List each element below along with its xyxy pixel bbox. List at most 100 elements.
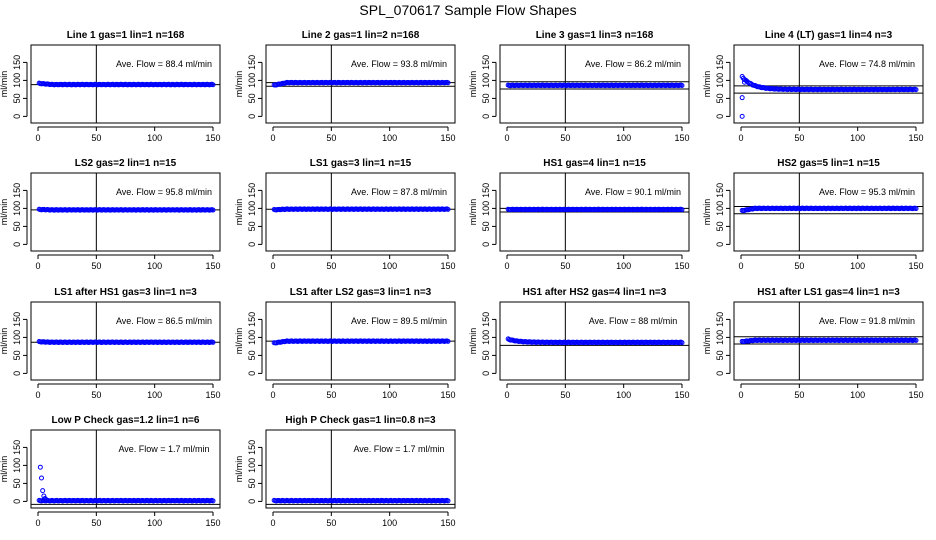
panel-12-x-tick-label-0: 0	[738, 390, 743, 400]
panel-12-points	[739, 337, 919, 345]
panel-3-y-tick-label-3: 150	[481, 55, 491, 70]
panel-4-plot-frame	[733, 44, 924, 124]
panel-4-y-tick-label-1: 50	[715, 93, 725, 103]
panel-1-annotation: Ave. Flow = 88.4 ml/min	[116, 59, 212, 69]
panel-1-ylabel: ml/min	[0, 71, 9, 98]
panel-12-annotation: Ave. Flow = 91.8 ml/min	[819, 316, 915, 326]
panel-6-y-tick-label-3: 150	[247, 183, 257, 198]
panel-7-annotation: Ave. Flow = 90.1 ml/min	[585, 187, 681, 197]
panel-7-point-149	[679, 207, 685, 213]
panel-3-annotation: Ave. Flow = 86.2 ml/min	[585, 59, 681, 69]
panel-6-y-tick-label-1: 50	[247, 221, 257, 231]
panel-1-point-149	[210, 82, 216, 88]
panel-2-title: Line 2 gas=1 lin=2 n=168	[302, 30, 420, 41]
panel-12-y-tick-label-1: 50	[715, 350, 725, 360]
panel-6-x-tick-label-1: 50	[326, 261, 336, 271]
panel-8-x-tick-label-0: 0	[738, 261, 743, 271]
panel-6-y-tick-label-2: 100	[247, 201, 257, 216]
panel-5-point-149	[210, 207, 216, 213]
panel-10-y-tick-label-3: 150	[247, 312, 257, 327]
panel-3-y-tick-label-0: 0	[481, 114, 491, 119]
panel-2-ylabel: ml/min	[234, 71, 244, 98]
panel-13-point-152	[40, 488, 46, 494]
panel-2-y-tick-label-3: 150	[247, 55, 257, 70]
panel-4-point-152	[742, 79, 747, 85]
panel-3-point-149	[679, 83, 685, 89]
panel-7-x-tick-label-1: 50	[560, 261, 570, 271]
panel-1-x-tick-label-3: 150	[205, 133, 220, 143]
panel-6-x-tick-label-0: 0	[270, 261, 275, 271]
panel-6-annotation: Ave. Flow = 87.8 ml/min	[351, 187, 447, 197]
panel-2-x-tick-label-0: 0	[270, 133, 275, 143]
panel-12-x-tick-label-3: 150	[908, 390, 923, 400]
chart-panel-2: Line 2 gas=1 lin=2 n=168 Ave. Flow = 93.8…	[234, 30, 456, 143]
panel-11-x-tick-label-3: 150	[674, 390, 689, 400]
panel-13-ylabel: ml/min	[0, 456, 9, 483]
panel-9-y-tick-label-2: 100	[12, 330, 22, 345]
panel-4-x-tick-label-0: 0	[738, 133, 743, 143]
panel-5-x-tick-label-3: 150	[205, 261, 220, 271]
panel-12-x-tick-label-1: 50	[794, 390, 804, 400]
panel-4-annotation: Ave. Flow = 74.8 ml/min	[819, 59, 915, 69]
chart-panel-13: Low P Check gas=1.2 lin=1 n=6 Ave. Flow =…	[0, 415, 221, 528]
panel-10-x-tick-label-2: 100	[382, 390, 397, 400]
panel-10-x-tick-label-0: 0	[270, 390, 275, 400]
panel-5-y-tick-label-1: 50	[12, 221, 22, 231]
panel-7-title: HS1 gas=4 lin=1 n=15	[543, 158, 646, 169]
panel-9-plot-frame	[30, 301, 221, 381]
panel-13-y-tick-label-0: 0	[12, 499, 22, 504]
panel-9-y-tick-label-0: 0	[12, 371, 22, 376]
panel-13-point-154	[42, 496, 48, 502]
panel-5-y-tick-label-2: 100	[12, 201, 22, 216]
panel-5-y-tick-label-3: 150	[12, 183, 22, 198]
panel-10-annotation: Ave. Flow = 89.5 ml/min	[351, 316, 447, 326]
panel-13-title: Low P Check gas=1.2 lin=1 n=6	[52, 415, 200, 426]
panel-8-points	[739, 205, 919, 214]
panel-6-point-149	[445, 206, 451, 212]
panel-12-ylabel: ml/min	[702, 328, 712, 355]
panel-2-points	[271, 79, 451, 88]
panel-12-title: HS1 after LS1 gas=4 lin=1 n=3	[757, 287, 900, 298]
panel-9-x-tick-label-2: 100	[147, 390, 162, 400]
panel-13-annotation: Ave. Flow = 1.7 ml/min	[118, 444, 209, 454]
panel-9-ylabel: ml/min	[0, 328, 9, 355]
panel-5-title: LS2 gas=2 lin=1 n=15	[75, 158, 177, 169]
panel-4-points	[739, 74, 919, 119]
panel-10-title: LS1 after LS2 gas=3 lin=1 n=3	[290, 287, 432, 298]
panel-8-y-tick-label-1: 50	[715, 221, 725, 231]
panel-8-y-tick-label-3: 150	[715, 183, 725, 198]
panel-4-point-150	[739, 113, 745, 119]
panel-10-y-tick-label-0: 0	[247, 371, 257, 376]
panel-13-point-151	[39, 475, 44, 481]
panel-14-plot-frame	[265, 429, 456, 509]
panel-7-x-tick-label-3: 150	[674, 261, 689, 271]
panel-5-points	[36, 206, 216, 213]
panel-3-y-tick-label-2: 100	[481, 73, 491, 88]
panel-1-x-tick-label-1: 50	[91, 133, 101, 143]
chart-panel-11: HS1 after HS2 gas=4 lin=1 n=3 Ave. Flow =…	[468, 287, 690, 400]
panel-10-x-tick-label-1: 50	[326, 390, 336, 400]
panel-2-x-tick-label-2: 100	[382, 133, 397, 143]
panel-7-y-tick-label-3: 150	[481, 183, 491, 198]
panel-13-point-155	[43, 497, 49, 503]
panel-14-y-tick-label-3: 150	[247, 440, 257, 455]
panel-14-x-tick-label-1: 50	[326, 518, 336, 528]
panel-12-plot-frame	[733, 301, 924, 381]
panel-8-ylabel: ml/min	[702, 199, 712, 226]
panel-2-x-tick-label-3: 150	[440, 133, 455, 143]
panel-14-x-tick-label-0: 0	[270, 518, 275, 528]
chart-panel-8: HS2 gas=5 lin=1 n=15 Ave. Flow = 95.3 ml/…	[702, 158, 924, 271]
panel-11-y-tick-label-1: 50	[481, 350, 491, 360]
panel-11-ylabel: ml/min	[468, 328, 478, 355]
panel-4-x-tick-label-3: 150	[908, 133, 923, 143]
panel-8-plot-frame	[733, 172, 924, 252]
panel-1-x-tick-label-2: 100	[147, 133, 162, 143]
panel-9-x-tick-label-3: 150	[205, 390, 220, 400]
panel-7-y-tick-label-2: 100	[481, 201, 491, 216]
panel-4-point-149	[913, 87, 919, 93]
panel-10-y-tick-label-2: 100	[247, 330, 257, 345]
panel-6-x-tick-label-3: 150	[440, 261, 455, 271]
panel-3-x-tick-label-0: 0	[504, 133, 509, 143]
panel-3-title: Line 3 gas=1 lin=3 n=168	[536, 30, 654, 41]
panel-13-y-tick-label-3: 150	[12, 440, 22, 455]
